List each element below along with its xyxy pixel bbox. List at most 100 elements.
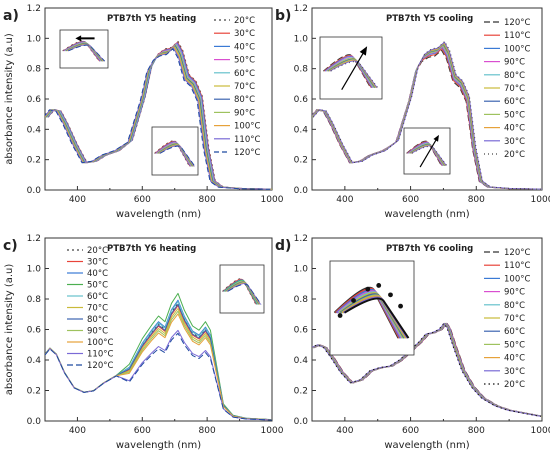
legend-label: 20°C — [234, 16, 255, 26]
x-tick-label: 600 — [402, 195, 419, 205]
x-tick-label: 1000 — [261, 195, 284, 205]
legend-label: 90°C — [504, 58, 525, 68]
series-line-11 — [45, 332, 272, 421]
chart-panel-2: 0.0 0.2 0.4 0.6 0.8 1.0 1.2 400 600 800 1000 wavele… — [275, 4, 550, 220]
legend-label: 30°C — [504, 137, 525, 147]
legend-label: 70°C — [504, 84, 525, 94]
y-tick-label: 0.6 — [27, 326, 42, 336]
chart-panel-3: 0.0 0.2 0.4 0.6 0.8 1.0 1.2 400 600 800 1000 wavele… — [3, 234, 284, 451]
inset-marker-dot — [365, 286, 371, 292]
y-tick-label: 0.4 — [27, 356, 42, 366]
legend-label: 30°C — [504, 367, 525, 377]
legend-label: 100°C — [504, 274, 530, 284]
series-line-10 — [312, 41, 542, 190]
legend-label: 60°C — [504, 327, 525, 337]
legend-label: 20°C — [87, 246, 108, 256]
series-line-10 — [45, 329, 272, 421]
series-line-11 — [312, 322, 541, 417]
x-tick-label: 1000 — [531, 195, 550, 205]
legend-label: 40°C — [87, 269, 108, 279]
arrow-head-icon — [75, 35, 82, 42]
legend-label: 50°C — [504, 340, 525, 350]
series-group — [45, 40, 272, 190]
legend-label: 50°C — [87, 281, 108, 291]
y-tick-label: 0.2 — [27, 387, 41, 397]
zoom-inset — [403, 127, 451, 175]
y-tick-label: 0.2 — [27, 156, 41, 166]
y-tick-label: 0.6 — [294, 95, 309, 105]
panel-letter: b) — [275, 8, 291, 24]
x-tick-label: 400 — [336, 195, 353, 205]
legend-label: 100°C — [234, 122, 260, 132]
y-axis-label: absorbance intensity (a.u) — [4, 33, 15, 165]
legend-label: 120°C — [504, 18, 530, 28]
legend-label: 120°C — [87, 361, 113, 371]
y-tick-label: 0.4 — [27, 125, 42, 135]
y-tick-label: 1.0 — [294, 34, 309, 44]
y-tick-label: 1.2 — [294, 234, 308, 244]
legend-label: 80°C — [504, 301, 525, 311]
legend-label: 70°C — [504, 314, 525, 324]
x-tick-label: 1000 — [531, 426, 550, 436]
legend-label: 30°C — [87, 258, 108, 268]
panel-title: PTB7th Y5 cooling — [386, 14, 473, 24]
legend-label: 120°C — [504, 248, 530, 258]
panel-letter: a) — [3, 8, 19, 24]
legend-label: 50°C — [504, 110, 525, 120]
inset-marker-dot — [337, 313, 343, 318]
y-tick-label: 0.8 — [27, 295, 42, 305]
y-tick-label: 0.4 — [294, 125, 309, 135]
x-tick-label: 400 — [69, 195, 86, 205]
x-tick-label: 800 — [468, 426, 485, 436]
legend-label: 70°C — [87, 304, 108, 314]
zoom-inset — [59, 29, 109, 69]
chart-panel-1: 0.0 0.2 0.4 0.6 0.8 1.0 1.2 400 600 800 1000 wavele… — [3, 4, 284, 220]
legend-label: 30°C — [234, 29, 255, 39]
arrow-up-icon — [341, 50, 366, 91]
legend-label: 80°C — [87, 315, 108, 325]
legend-label: 60°C — [87, 292, 108, 302]
y-tick-label: 1.2 — [27, 4, 41, 14]
x-tick-label: 800 — [468, 195, 485, 205]
x-tick-label: 600 — [402, 426, 419, 436]
panel-letter: c) — [3, 238, 18, 254]
x-tick-label: 400 — [336, 426, 353, 436]
legend-label: 20°C — [504, 150, 525, 160]
chart-panel-4: 0.0 0.2 0.4 0.6 0.8 1.0 1.2 400 600 800 1000 wavele… — [275, 234, 550, 451]
legend-label: 40°C — [504, 354, 525, 364]
x-axis-label: wavelength (nm) — [384, 209, 469, 220]
legend-label: 120°C — [234, 148, 260, 158]
legend-label: 90°C — [504, 288, 525, 298]
legend-label: 70°C — [234, 82, 255, 92]
x-tick-label: 800 — [199, 426, 216, 436]
legend-label: 100°C — [87, 338, 113, 348]
panel-title: PTB7th Y6 cooling — [386, 244, 473, 254]
arrow-head-icon — [433, 134, 439, 142]
legend-label: 110°C — [504, 31, 530, 41]
y-tick-label: 0.2 — [294, 156, 308, 166]
panel-title: PTB7th Y6 heating — [107, 244, 196, 254]
y-tick-label: 0.6 — [27, 95, 42, 105]
legend-label: 80°C — [504, 71, 525, 81]
y-tick-label: 0.0 — [294, 186, 309, 196]
legend-label: 90°C — [87, 327, 108, 337]
x-axis-label: wavelength (nm) — [384, 440, 469, 451]
legend-label: 20°C — [504, 380, 525, 390]
series-line-1 — [45, 302, 272, 421]
panel-title: PTB7th Y5 heating — [107, 14, 196, 24]
panel-letter: d) — [275, 238, 291, 254]
y-tick-label: 0.8 — [294, 65, 309, 75]
inset-marker-dot — [398, 303, 403, 309]
y-axis-label: absorbance intensity (a.u) — [4, 264, 15, 396]
y-tick-label: 0.8 — [27, 65, 42, 75]
legend-label: 60°C — [234, 69, 255, 79]
x-tick-label: 600 — [134, 195, 151, 205]
y-tick-label: 1.0 — [294, 265, 309, 275]
y-tick-label: 0.6 — [294, 326, 309, 336]
x-tick-label: 600 — [134, 426, 151, 436]
series-line-9 — [45, 313, 272, 421]
legend-label: 110°C — [87, 350, 113, 360]
series-group — [312, 40, 542, 190]
x-axis-label: wavelength (nm) — [116, 209, 201, 220]
